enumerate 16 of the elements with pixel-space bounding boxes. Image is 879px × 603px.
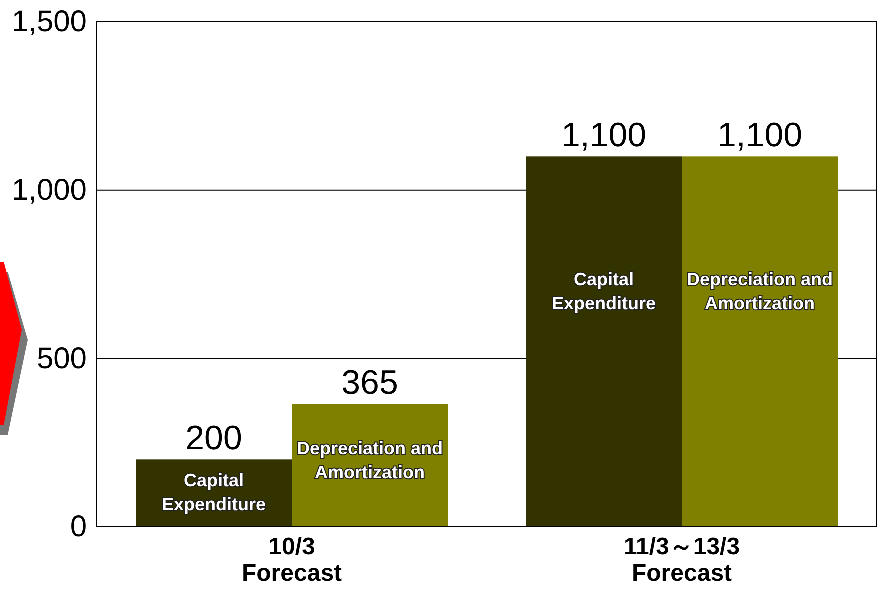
data-label: 1,100 bbox=[561, 116, 647, 155]
x-tick-label: 11/3～13/3 Forecast bbox=[624, 534, 740, 587]
y-tick-label: 1,000 bbox=[12, 174, 87, 207]
bar bbox=[682, 156, 838, 527]
x-tick-label: 10/3 Forecast bbox=[242, 534, 342, 587]
text: Capital Expenditure bbox=[552, 270, 656, 314]
data-label: 1,100 bbox=[717, 116, 803, 155]
series-label: Capital Expenditure bbox=[162, 470, 266, 514]
bar bbox=[526, 156, 682, 527]
text: Depreciation and Amortization bbox=[686, 270, 834, 314]
data-label: 365 bbox=[342, 364, 398, 402]
series-label: Depreciation and Amortization bbox=[296, 438, 444, 483]
y-tick-label: 1,500 bbox=[12, 6, 87, 39]
data-label: 200 bbox=[186, 420, 242, 458]
y-tick-label: 0 bbox=[70, 510, 87, 544]
y-tick-label: 500 bbox=[36, 342, 87, 376]
